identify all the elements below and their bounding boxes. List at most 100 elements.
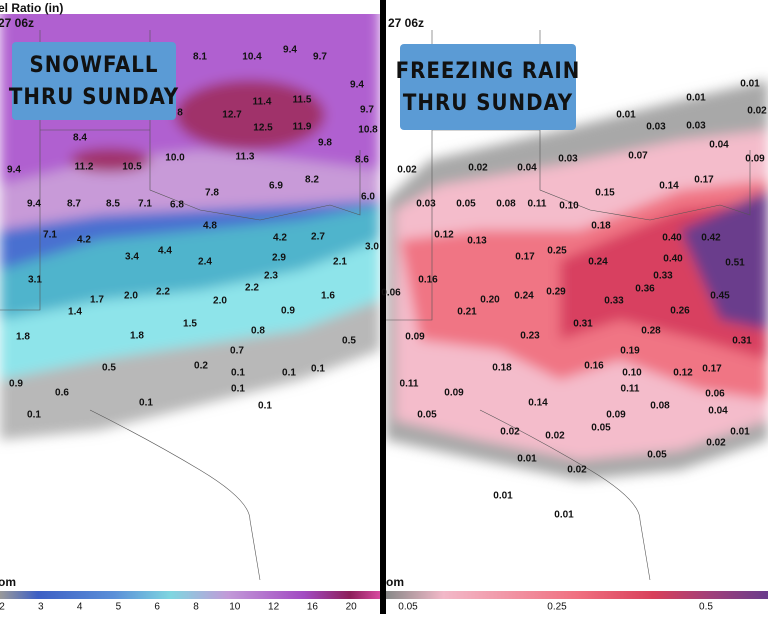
map-value: 4.8 — [203, 221, 217, 232]
map-value: 8.4 — [73, 133, 87, 144]
map-value: 8.1 — [193, 52, 207, 63]
map-value: 1.6 — [321, 291, 335, 302]
map-value: 0.05 — [591, 423, 611, 434]
colorbar-label: 8 — [193, 602, 199, 613]
map-value: 7.1 — [138, 199, 152, 210]
map-value: 0.04 — [709, 140, 729, 151]
map-value: 0.02 — [747, 106, 767, 117]
map-value: 0.24 — [514, 291, 534, 302]
colorbar-label: 6 — [154, 602, 160, 613]
map-value: 10.5 — [122, 162, 142, 173]
colorbar-label: 5 — [116, 602, 122, 613]
map-value: 12.7 — [222, 110, 242, 121]
map-value: 0.09 — [606, 410, 626, 421]
map-value: 10.4 — [242, 52, 262, 63]
colorbar — [0, 591, 380, 599]
colorbar-label: 12 — [268, 602, 280, 613]
map-value: 0.1 — [231, 384, 245, 395]
map-value: 0.1 — [27, 410, 41, 421]
map-value: 0.02 — [706, 438, 726, 449]
map-value: 0.40 — [662, 233, 682, 244]
map-value: 0.33 — [604, 296, 624, 307]
map-value: 6.9 — [269, 181, 283, 192]
map-value: 0.05 — [647, 450, 667, 461]
map-value: 11.3 — [236, 152, 255, 163]
map-value: 0.03 — [558, 154, 578, 165]
map-value: 0.1 — [311, 364, 325, 375]
map-value: 0.21 — [457, 307, 477, 318]
map-value: 9.7 — [313, 52, 327, 63]
map-value: 0.9 — [281, 306, 295, 317]
map-value: 0.31 — [732, 336, 752, 347]
colorbar-label: 0.05 — [398, 602, 418, 613]
map-value: 0.11 — [528, 199, 547, 210]
map-value: 2.3 — [264, 271, 278, 282]
footer: om — [0, 575, 16, 589]
map-value: 7.1 — [43, 230, 57, 241]
map-value: 0.04 — [517, 163, 537, 174]
map-value: 0.01 — [517, 454, 537, 465]
map-value: 0.2 — [194, 361, 208, 372]
overlay-box — [12, 42, 176, 120]
colorbar-label: 4 — [77, 602, 83, 613]
map-value: 0.8 — [251, 326, 265, 337]
map-value: 4.2 — [77, 235, 91, 246]
map-value: 11.5 — [293, 95, 312, 106]
colorbar-label: 0.25 — [547, 602, 567, 613]
map-value: 12.5 — [253, 123, 273, 134]
map-value: 1.5 — [183, 319, 197, 330]
map-value: 10.0 — [165, 153, 185, 164]
map-value: 9.4 — [7, 165, 21, 176]
map-value: 9.4 — [350, 80, 364, 91]
map-value: 0.02 — [567, 465, 587, 476]
map-value: 2.2 — [156, 287, 170, 298]
map-value: 0.16 — [584, 361, 604, 372]
map-value: 0.01 — [493, 491, 513, 502]
map-value: 0.14 — [528, 398, 548, 409]
colorbar-label: 3 — [38, 602, 44, 613]
overlay-subtitle: THRU SUNDAY — [403, 91, 573, 116]
map-value: 0.06 — [705, 389, 725, 400]
map-value: 6.0 — [361, 192, 375, 203]
map-value: 1.7 — [90, 295, 104, 306]
overlay-box — [400, 44, 576, 130]
map-value: 8.5 — [106, 199, 120, 210]
map-value: 0.40 — [663, 254, 683, 265]
map-value: 0.6 — [55, 388, 69, 399]
map-value: 0.29 — [546, 287, 566, 298]
map-value: 0.11 — [621, 384, 640, 395]
map-value: 9.8 — [318, 138, 332, 149]
ice-map — [386, 14, 768, 588]
map-value: 0.01 — [730, 427, 750, 438]
map-value: 0.1 — [231, 368, 245, 379]
map-value: 0.18 — [492, 363, 512, 374]
map-value: 0.06 — [381, 288, 401, 299]
map-value: 0.05 — [456, 199, 476, 210]
map-value: 8.2 — [305, 175, 319, 186]
map-value: 11.2 — [75, 162, 94, 173]
map-value: 2.0 — [124, 291, 138, 302]
map-value: 0.5 — [102, 363, 116, 374]
map-value: 0.42 — [701, 233, 721, 244]
overlay-title: FREEZING RAIN — [396, 59, 581, 84]
map-value: 8 — [177, 108, 183, 119]
map-value: 8.7 — [67, 199, 81, 210]
colorbar-label: 20 — [346, 602, 358, 613]
map-value: 0.05 — [417, 410, 437, 421]
map-value: 0.02 — [468, 163, 488, 174]
map-value: 10.8 — [358, 125, 378, 136]
map-value: 0.7 — [230, 346, 244, 357]
map-value: 0.17 — [515, 252, 535, 263]
map-value: 0.10 — [622, 368, 642, 379]
map-value: 2.2 — [245, 283, 259, 294]
overlay-title: SNOWFALL — [29, 53, 158, 78]
map-value: 0.07 — [628, 151, 648, 162]
map-value: 0.16 — [418, 275, 438, 286]
map-value: 2.1 — [333, 257, 347, 268]
map-value: 8.6 — [355, 155, 369, 166]
map-value: 0.14 — [659, 181, 679, 192]
map-value: 0.01 — [740, 79, 760, 90]
map-value: 0.33 — [653, 271, 673, 282]
footer: om — [386, 575, 404, 589]
